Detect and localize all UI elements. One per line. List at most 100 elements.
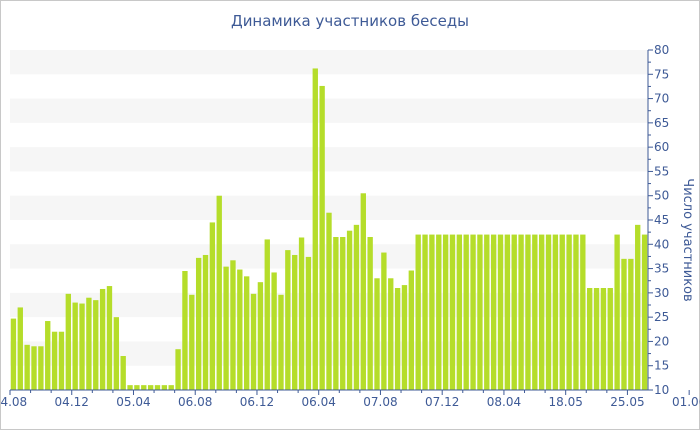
bar — [45, 321, 51, 390]
y-tick-label: 55 — [654, 164, 669, 178]
bar — [463, 234, 469, 390]
x-tick-label: 04.08 — [0, 395, 27, 409]
bar — [209, 222, 216, 390]
y-tick-label: 35 — [654, 262, 669, 276]
bar — [51, 331, 58, 390]
y-tick-label: 10 — [654, 383, 669, 397]
y-axis-title: Число участников — [680, 178, 695, 301]
x-tick-label: 06.04 — [302, 395, 336, 409]
bar — [86, 297, 92, 390]
bar — [381, 252, 387, 390]
bar — [490, 234, 497, 390]
x-tick-label: 07.08 — [363, 395, 397, 409]
bar — [244, 276, 250, 390]
bar — [113, 317, 120, 390]
bar — [607, 288, 613, 390]
chart-title: Динамика участников беседы — [230, 12, 470, 30]
bar — [408, 270, 414, 390]
bar — [141, 385, 147, 390]
bar — [456, 234, 463, 390]
bar — [545, 234, 552, 390]
bar — [312, 68, 318, 390]
bar — [264, 239, 270, 390]
bar — [10, 318, 17, 390]
y-tick-label: 25 — [654, 310, 669, 324]
y-tick-label: 30 — [654, 286, 669, 300]
bar — [346, 230, 353, 390]
bar — [168, 385, 174, 390]
bar — [552, 234, 559, 390]
x-tick-label: 08.04 — [487, 395, 521, 409]
bar — [326, 212, 332, 390]
bar — [641, 234, 648, 390]
bar — [106, 286, 113, 390]
bar — [24, 344, 30, 390]
bar — [429, 234, 435, 390]
y-tick-label: 60 — [654, 140, 669, 154]
bar — [477, 234, 483, 390]
bar — [120, 356, 126, 390]
bar — [285, 250, 291, 390]
bar — [319, 85, 325, 390]
bar — [388, 278, 394, 390]
bar — [216, 195, 222, 390]
bar — [250, 293, 257, 390]
bars — [10, 68, 648, 390]
bar — [415, 234, 421, 390]
bar — [580, 234, 586, 390]
bar — [497, 234, 504, 390]
bar — [175, 349, 181, 390]
bar — [559, 234, 565, 390]
y-tick-label: 65 — [654, 116, 669, 130]
bar — [31, 346, 37, 390]
bar — [593, 288, 600, 390]
bar — [367, 237, 373, 390]
bar — [195, 257, 202, 390]
bar — [65, 293, 71, 390]
y-tick-label: 70 — [654, 92, 669, 106]
bar — [422, 234, 428, 390]
bar — [484, 234, 490, 390]
bar — [182, 271, 188, 390]
bar — [470, 234, 476, 390]
bar — [628, 258, 634, 390]
x-tick-label: 05.04 — [116, 395, 150, 409]
x-axis: 04.08 04.12 05.04 06.08 06.12 06.04 07.08 07.12… — [0, 389, 700, 409]
x-tick-label: 04.12 — [55, 395, 89, 409]
y-tick-label: 50 — [654, 189, 669, 203]
bar — [237, 269, 243, 390]
bar — [305, 256, 312, 390]
x-tick-label: 25.05 — [610, 395, 644, 409]
bar — [621, 258, 627, 390]
bar — [614, 234, 620, 390]
bar — [72, 302, 78, 390]
bar — [394, 288, 401, 390]
bar — [504, 234, 511, 390]
y-tick-label: 15 — [654, 359, 669, 373]
bar — [257, 282, 264, 390]
grid-band — [10, 147, 648, 172]
bar — [449, 234, 456, 390]
bar — [360, 193, 366, 390]
y-tick-label: 20 — [654, 334, 669, 348]
bar — [401, 285, 408, 390]
bar — [511, 234, 517, 390]
y-tick-label: 45 — [654, 213, 669, 227]
x-tick-label: 06.08 — [178, 395, 212, 409]
bar — [374, 278, 380, 390]
bar — [340, 237, 346, 390]
bar — [271, 272, 277, 390]
bar — [202, 254, 209, 390]
bar — [161, 385, 168, 390]
bar — [353, 224, 360, 390]
bar — [442, 234, 449, 390]
bar — [278, 294, 284, 390]
y-tick-label: 80 — [654, 43, 669, 57]
bar — [79, 303, 85, 390]
bar — [566, 234, 572, 390]
bar — [436, 234, 442, 390]
bar — [127, 385, 133, 390]
bar — [587, 288, 593, 390]
bar — [134, 385, 140, 390]
bar — [189, 294, 195, 390]
